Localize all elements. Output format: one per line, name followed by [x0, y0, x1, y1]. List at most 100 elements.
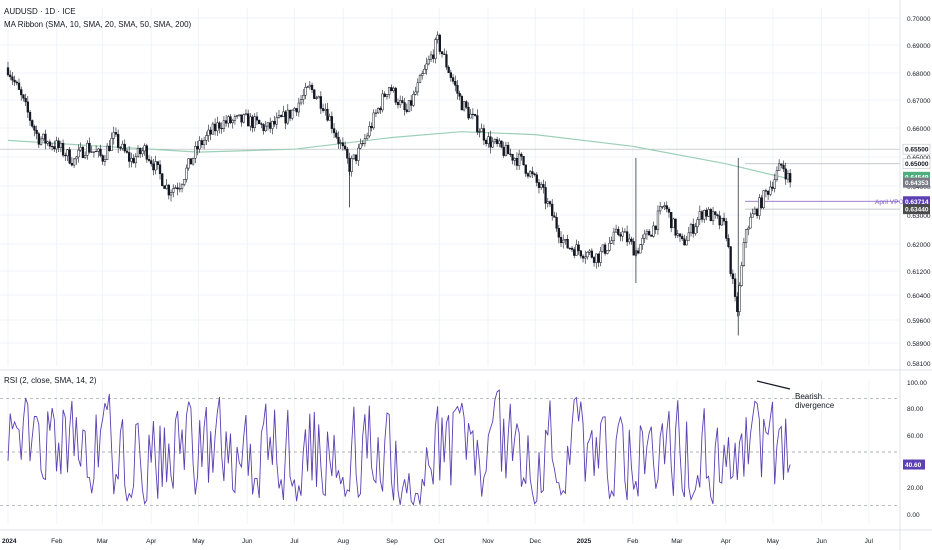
- candle-body: [531, 171, 534, 175]
- candle-body: [573, 249, 576, 256]
- candle-body: [513, 157, 516, 161]
- candle-body: [493, 139, 497, 143]
- candle: [57, 137, 60, 153]
- candle-body: [121, 143, 124, 149]
- candle-body: [293, 108, 296, 111]
- candle-body: [72, 158, 76, 166]
- candle-body: [174, 187, 177, 189]
- candle-body: [720, 217, 723, 226]
- candle: [665, 201, 668, 213]
- y-tick-label: 0.67000: [907, 98, 931, 105]
- candle: [64, 152, 67, 161]
- candle: [696, 216, 699, 233]
- candle-body: [180, 184, 184, 189]
- candle-body: [220, 127, 223, 130]
- candle: [394, 86, 397, 106]
- candle-body: [94, 150, 98, 153]
- candle: [540, 181, 543, 190]
- candle-body: [17, 82, 21, 90]
- candle-body: [191, 157, 195, 165]
- candle-body: [266, 122, 270, 127]
- candle-body: [625, 231, 629, 243]
- candle: [44, 129, 47, 150]
- candle: [169, 189, 173, 202]
- candle: [266, 122, 270, 131]
- candle: [762, 189, 765, 210]
- candle: [42, 133, 45, 142]
- candle-body: [249, 116, 252, 127]
- candle: [542, 179, 545, 194]
- candle-body: [123, 143, 126, 152]
- candle: [659, 201, 662, 215]
- candle: [79, 142, 82, 152]
- candle: [515, 152, 519, 171]
- candle-body: [685, 240, 688, 246]
- candle: [504, 141, 508, 157]
- candle-body: [33, 126, 36, 131]
- candle: [401, 96, 404, 104]
- candle-body: [83, 155, 87, 158]
- candle-body: [401, 100, 404, 103]
- candle-body: [665, 205, 668, 210]
- candle: [262, 123, 265, 135]
- candle-body: [647, 231, 651, 236]
- candle: [533, 172, 536, 177]
- candle: [632, 237, 635, 256]
- candle-body: [661, 206, 664, 208]
- candle: [150, 156, 153, 167]
- candle: [233, 114, 237, 125]
- candle-body: [696, 219, 699, 228]
- candle: [641, 234, 644, 250]
- candle: [11, 72, 14, 85]
- candle: [617, 226, 620, 237]
- candle: [319, 91, 323, 115]
- candle: [579, 250, 582, 259]
- candle: [211, 121, 215, 135]
- candle-body: [277, 115, 281, 118]
- candle: [130, 152, 133, 168]
- candle-body: [399, 100, 402, 106]
- candle-body: [518, 153, 521, 166]
- x-tick-label: 2024: [2, 538, 17, 545]
- candle: [350, 155, 353, 177]
- price-tag-label: 0.63440: [905, 207, 929, 214]
- candle: [749, 212, 752, 229]
- candle: [473, 113, 477, 117]
- candle: [654, 225, 657, 235]
- candle: [101, 154, 104, 165]
- candle: [385, 94, 389, 100]
- candle: [531, 166, 534, 179]
- candle: [119, 146, 122, 151]
- candle-body: [766, 191, 770, 195]
- candle-body: [418, 75, 422, 84]
- candle: [524, 164, 527, 177]
- candle-body: [139, 148, 142, 155]
- candle: [308, 81, 311, 90]
- candle: [297, 97, 300, 117]
- candle-body: [495, 139, 499, 144]
- candle-body: [566, 238, 569, 249]
- x-tick-label: May: [767, 538, 780, 545]
- candle-body: [511, 154, 514, 161]
- candle: [165, 179, 168, 190]
- candle-body: [341, 142, 345, 147]
- rsi-y-tick-label: 60.00: [907, 433, 924, 440]
- candle-body: [330, 116, 334, 129]
- candle-body: [628, 238, 631, 243]
- candle-body: [775, 170, 779, 180]
- candle-body: [489, 136, 492, 148]
- candle-body: [299, 99, 303, 104]
- candle: [154, 155, 157, 175]
- candle-body: [473, 114, 477, 116]
- rsi-value-tag-label: 40.60: [905, 462, 922, 469]
- candle: [526, 172, 530, 179]
- candle-body: [39, 138, 43, 145]
- candle: [72, 157, 76, 169]
- candle: [324, 103, 327, 116]
- candle-body: [683, 238, 686, 246]
- candle: [337, 131, 340, 150]
- candle-body: [438, 34, 441, 52]
- price-tag: 0.63714: [903, 196, 930, 207]
- candle-body: [601, 244, 605, 252]
- candle-body: [141, 150, 144, 155]
